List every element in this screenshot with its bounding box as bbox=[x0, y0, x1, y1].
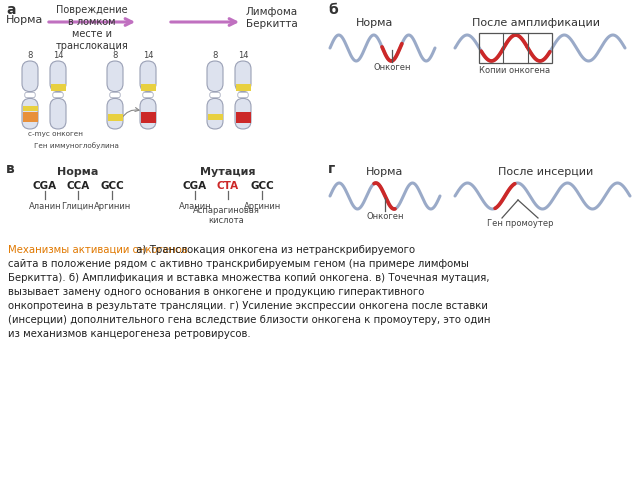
Text: в: в bbox=[6, 162, 15, 176]
Text: Копии онкогена: Копии онкогена bbox=[479, 66, 550, 75]
Text: Мутация: Мутация bbox=[200, 167, 256, 177]
Text: г: г bbox=[328, 162, 335, 176]
Text: 8: 8 bbox=[212, 51, 218, 60]
Text: После инсерции: После инсерции bbox=[499, 167, 594, 177]
Text: Аспарагиновая
кислота: Аспарагиновая кислота bbox=[193, 206, 259, 226]
FancyBboxPatch shape bbox=[107, 61, 123, 92]
FancyBboxPatch shape bbox=[143, 92, 153, 98]
Text: c-myc онкоген: c-myc онкоген bbox=[28, 131, 83, 137]
Text: онкопротеина в результате трансляции. г) Усиление экспрессии онкогена после вста: онкопротеина в результате трансляции. г)… bbox=[8, 301, 488, 311]
FancyBboxPatch shape bbox=[52, 92, 63, 98]
Text: 14: 14 bbox=[237, 51, 248, 60]
Text: а: а bbox=[6, 3, 15, 17]
FancyBboxPatch shape bbox=[25, 92, 35, 98]
Bar bbox=[141, 84, 156, 91]
Text: Повреждение
в ломком
месте и
транслокация: Повреждение в ломком месте и транслокаци… bbox=[56, 5, 129, 51]
FancyBboxPatch shape bbox=[210, 92, 220, 98]
FancyBboxPatch shape bbox=[238, 92, 248, 98]
FancyBboxPatch shape bbox=[107, 98, 123, 129]
Text: Норма: Норма bbox=[356, 18, 394, 28]
Text: Аланин: Аланин bbox=[179, 202, 211, 211]
FancyBboxPatch shape bbox=[110, 92, 120, 98]
Bar bbox=[236, 111, 250, 122]
Text: 8: 8 bbox=[28, 51, 33, 60]
FancyBboxPatch shape bbox=[22, 61, 38, 92]
Text: GCC: GCC bbox=[100, 181, 124, 191]
FancyBboxPatch shape bbox=[50, 98, 66, 129]
Bar bbox=[141, 111, 156, 122]
FancyBboxPatch shape bbox=[235, 61, 251, 92]
Text: сайта в положение рядом с активно транскрибируемым геном (на примере лимфомы: сайта в положение рядом с активно транск… bbox=[8, 259, 469, 269]
Text: CCA: CCA bbox=[67, 181, 90, 191]
Text: Норма: Норма bbox=[6, 15, 44, 25]
Text: Аргинин: Аргинин bbox=[94, 202, 132, 211]
FancyBboxPatch shape bbox=[22, 98, 38, 129]
FancyBboxPatch shape bbox=[140, 98, 156, 129]
Text: Механизмы активации онкогенов.: Механизмы активации онкогенов. bbox=[8, 245, 191, 255]
Text: Аланин: Аланин bbox=[29, 202, 61, 211]
Bar bbox=[51, 84, 65, 91]
Text: (инсерции) дополнительного гена вследствие близости онкогена к промоутеру, это о: (инсерции) дополнительного гена вследств… bbox=[8, 315, 490, 325]
Text: Онкоген: Онкоген bbox=[373, 63, 411, 72]
Text: вызывает замену одного основания в онкогене и продукцию гиперактивного: вызывает замену одного основания в онког… bbox=[8, 287, 424, 297]
Text: Онкоген: Онкоген bbox=[366, 212, 404, 221]
Text: CGA: CGA bbox=[183, 181, 207, 191]
Text: Глицин: Глицин bbox=[61, 202, 93, 211]
Text: После амплификации: После амплификации bbox=[472, 18, 600, 28]
Text: Норма: Норма bbox=[366, 167, 404, 177]
Bar bbox=[22, 112, 38, 122]
FancyBboxPatch shape bbox=[207, 98, 223, 129]
Text: из механизмов канцерогенеза ретровирусов.: из механизмов канцерогенеза ретровирусов… bbox=[8, 329, 251, 339]
Text: CTA: CTA bbox=[217, 181, 239, 191]
Text: а) Транслокация онкогена из нетранскрибируемого: а) Транслокация онкогена из нетранскриби… bbox=[133, 245, 415, 255]
Bar bbox=[22, 106, 38, 110]
Text: Ген иммуноглобулина: Ген иммуноглобулина bbox=[34, 142, 119, 149]
Bar bbox=[236, 84, 250, 91]
Text: CGA: CGA bbox=[33, 181, 57, 191]
Bar bbox=[479, 33, 552, 63]
Bar bbox=[108, 113, 122, 120]
FancyBboxPatch shape bbox=[50, 61, 66, 92]
FancyBboxPatch shape bbox=[235, 98, 251, 129]
Text: Беркитта). б) Амплификация и вставка множества копий онкогена. в) Точечная мутац: Беркитта). б) Амплификация и вставка мно… bbox=[8, 273, 490, 283]
Text: GCC: GCC bbox=[250, 181, 274, 191]
Text: Норма: Норма bbox=[58, 167, 99, 177]
Text: Лимфома
Беркитта: Лимфома Беркитта bbox=[246, 7, 298, 29]
FancyBboxPatch shape bbox=[207, 61, 223, 92]
Text: Аргинин: Аргинин bbox=[244, 202, 282, 211]
Text: Ген промоутер: Ген промоутер bbox=[487, 219, 553, 228]
Text: 14: 14 bbox=[143, 51, 153, 60]
FancyBboxPatch shape bbox=[140, 61, 156, 92]
Text: б: б bbox=[328, 3, 338, 17]
Text: 8: 8 bbox=[112, 51, 118, 60]
Text: 14: 14 bbox=[52, 51, 63, 60]
Bar bbox=[207, 114, 223, 120]
